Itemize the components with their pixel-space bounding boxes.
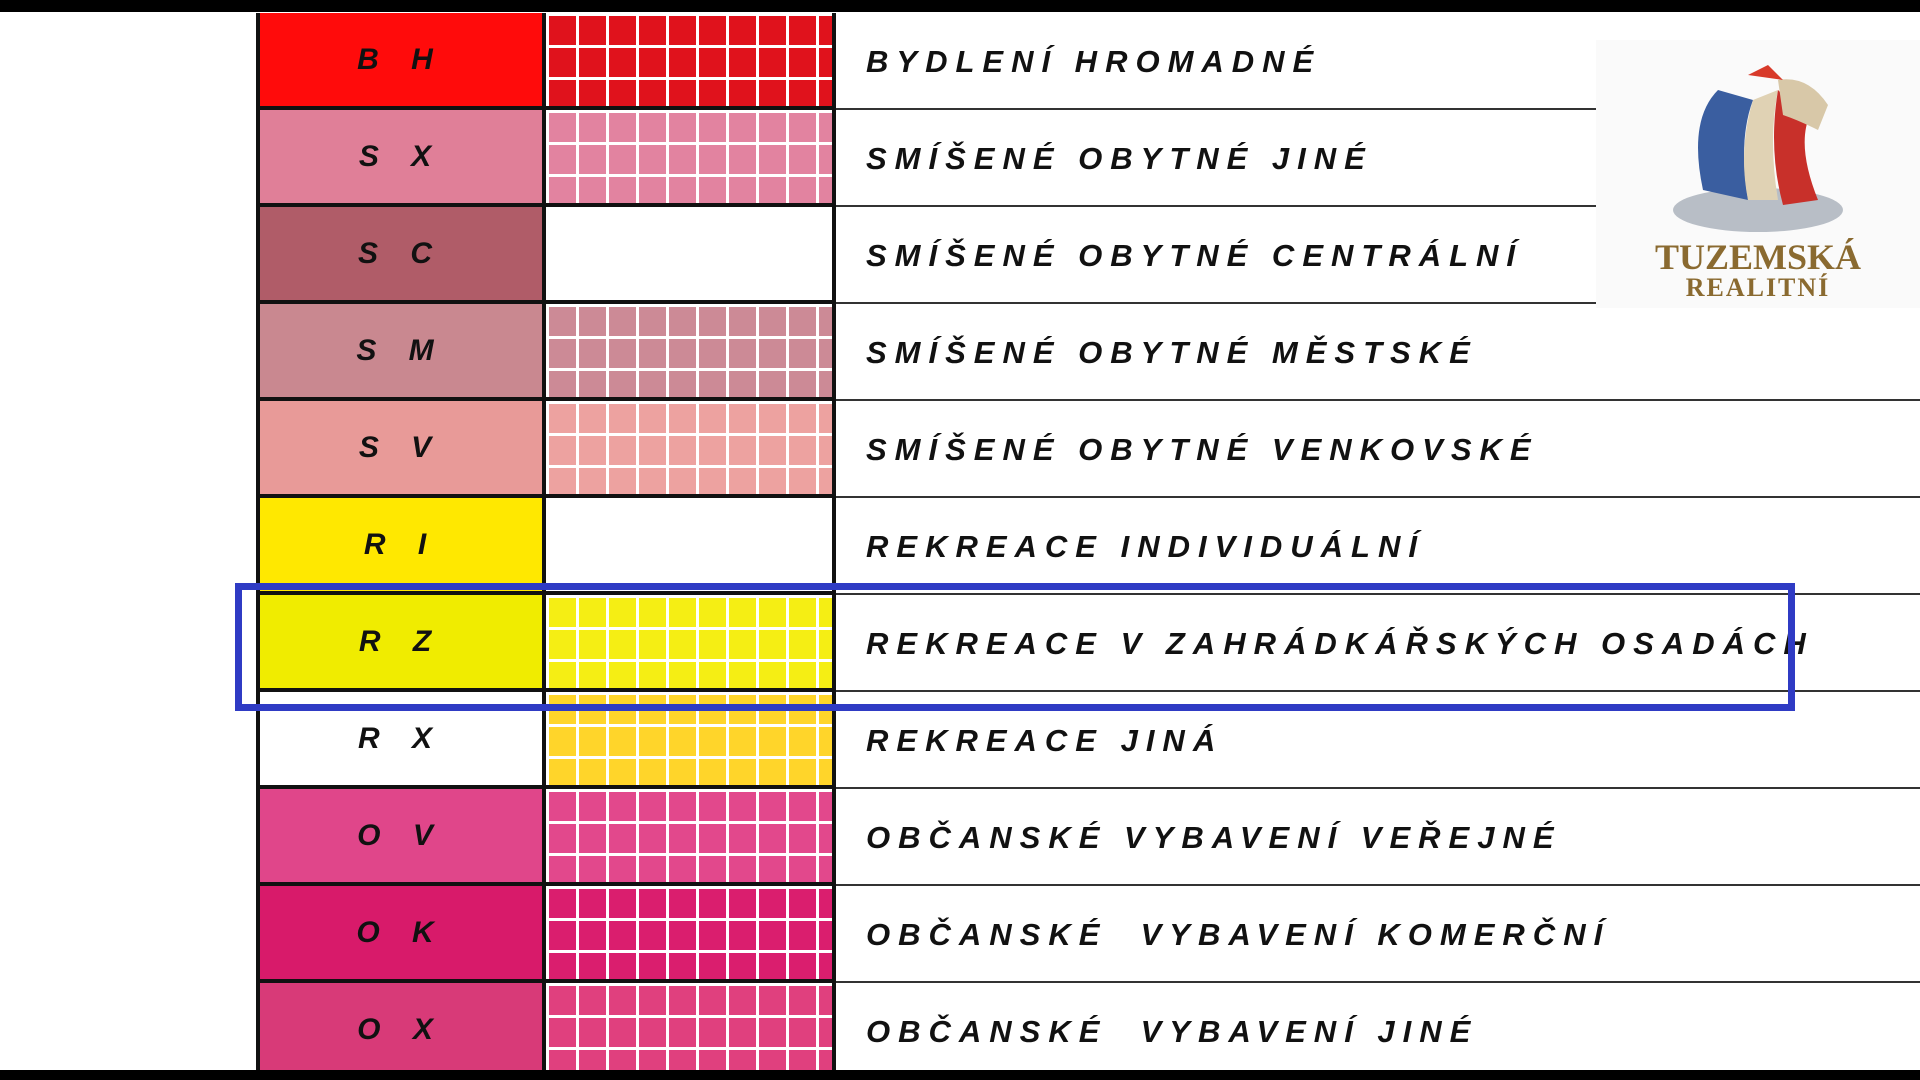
hatch-pattern-swatch	[546, 401, 836, 498]
pattern-cell	[546, 401, 1092, 498]
legend-row: S C SMÍŠENÉ OBYTNÉ CENTRÁLNÍ	[256, 207, 1920, 304]
hatch-pattern-swatch	[546, 886, 836, 983]
legend-row: R I REKREACE INDIVIDUÁLNÍ	[256, 498, 1920, 595]
zone-label: REKREACE JINÁ	[866, 722, 1224, 758]
zone-code: O K	[256, 886, 546, 983]
logo: TUZEMSKÁ REALITNÍ	[1596, 40, 1920, 308]
zone-label: BYDLENÍ HROMADNÉ	[866, 43, 1322, 79]
hatch-pattern-swatch	[546, 13, 836, 110]
zone-code: S C	[256, 207, 546, 304]
top-border	[0, 0, 1920, 12]
hatch-pattern-swatch	[546, 595, 836, 692]
zone-label: SMÍŠENÉ OBYTNÉ CENTRÁLNÍ	[866, 237, 1524, 273]
lion-icon	[1673, 65, 1843, 232]
pattern-cell	[546, 595, 1092, 692]
hatch-pattern-swatch	[546, 304, 836, 401]
pattern-cell	[546, 498, 1092, 595]
legend-row: O X OBČANSKÉ VYBAVENÍ JINÉ	[256, 983, 1920, 1080]
hatch-pattern-swatch	[546, 110, 836, 207]
legend-row: S X SMÍŠENÉ OBYTNÉ JINÉ	[256, 110, 1920, 207]
hatch-pattern-swatch	[546, 207, 836, 304]
pattern-cell	[546, 207, 1092, 304]
zone-code: S M	[256, 304, 546, 401]
zone-label: OBČANSKÉ VYBAVENÍ VEŘEJNÉ	[866, 819, 1562, 855]
zone-label: SMÍŠENÉ OBYTNÉ MĚSTSKÉ	[866, 334, 1478, 370]
zoning-legend-table: B H BYDLENÍ HROMADNÉ S X SMÍŠENÉ OBYTNÉ JIN…	[256, 13, 1920, 1080]
legend-row: O K OBČANSKÉ VYBAVENÍ KOMERČNÍ	[256, 886, 1920, 983]
zone-code: O V	[256, 789, 546, 886]
logo-title: TUZEMSKÁ	[1654, 237, 1862, 277]
zone-label: SMÍŠENÉ OBYTNÉ JINÉ	[866, 140, 1373, 176]
pattern-cell	[546, 886, 1092, 983]
pattern-cell	[546, 110, 1092, 207]
hatch-pattern-swatch	[546, 983, 836, 1080]
pattern-cell	[546, 304, 1092, 401]
hatch-pattern-swatch	[546, 789, 836, 886]
zone-label: OBČANSKÉ VYBAVENÍ KOMERČNÍ	[866, 916, 1611, 952]
zone-label: REKREACE V ZAHRÁDKÁŘSKÝCH OSADÁCH	[866, 625, 1814, 661]
zone-label: SMÍŠENÉ OBYTNÉ VENKOVSKÉ	[866, 431, 1539, 467]
highlight-box	[235, 583, 1795, 711]
pattern-cell	[546, 789, 1092, 886]
bottom-border	[0, 1070, 1920, 1080]
zone-code: S V	[256, 401, 546, 498]
pattern-cell	[546, 983, 1092, 1080]
zone-code: O X	[256, 983, 546, 1080]
legend-row: S M SMÍŠENÉ OBYTNÉ MĚSTSKÉ	[256, 304, 1920, 401]
zone-code: S X	[256, 110, 546, 207]
legend-row: O V OBČANSKÉ VYBAVENÍ VEŘEJNÉ	[256, 789, 1920, 886]
pattern-cell	[546, 13, 1092, 110]
zone-label: OBČANSKÉ VYBAVENÍ JINÉ	[866, 1013, 1479, 1049]
zone-code: R Z	[256, 595, 546, 692]
logo-subtitle: REALITNÍ	[1685, 273, 1831, 302]
zone-code: B H	[256, 13, 546, 110]
hatch-pattern-swatch	[546, 498, 836, 595]
legend-row: B H BYDLENÍ HROMADNÉ	[256, 13, 1920, 110]
legend-row: S V SMÍŠENÉ OBYTNÉ VENKOVSKÉ	[256, 401, 1920, 498]
zone-label: REKREACE INDIVIDUÁLNÍ	[866, 528, 1425, 564]
legend-row: R Z REKREACE V ZAHRÁDKÁŘSKÝCH OSADÁCH	[256, 595, 1920, 692]
zone-code: R I	[256, 498, 546, 595]
